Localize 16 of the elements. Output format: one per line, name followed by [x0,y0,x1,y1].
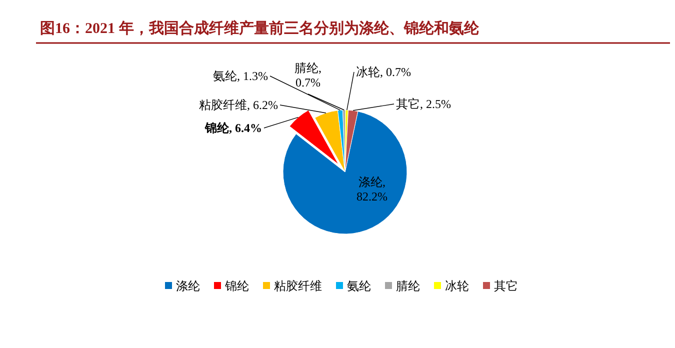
legend-label: 冰轮 [445,279,469,293]
chart-title: 图16：2021 年，我国合成纤维产量前三名分别为涤纶、锦纶和氨纶 [40,19,480,37]
data-label: 涤纶, 82.2% [356,175,388,204]
pie-slice [282,111,408,234]
data-label: 其它, 2.5% [396,97,451,111]
legend-label: 其它 [494,279,518,293]
legend-label: 粘胶纤维 [274,279,322,293]
data-label: 粘胶纤维, 6.2% [199,98,278,112]
legend-label: 氨纶 [347,279,371,293]
legend-label: 腈纶 [396,279,420,293]
data-label: 氨纶, 1.3% [213,69,268,83]
data-label: 腈纶, 0.7% [294,61,322,90]
legend-label: 涤纶 [176,279,200,293]
data-label: 锦纶, 6.4% [204,121,262,135]
data-label: 冰轮, 0.7% [356,65,411,79]
legend-label: 锦纶 [224,279,249,293]
